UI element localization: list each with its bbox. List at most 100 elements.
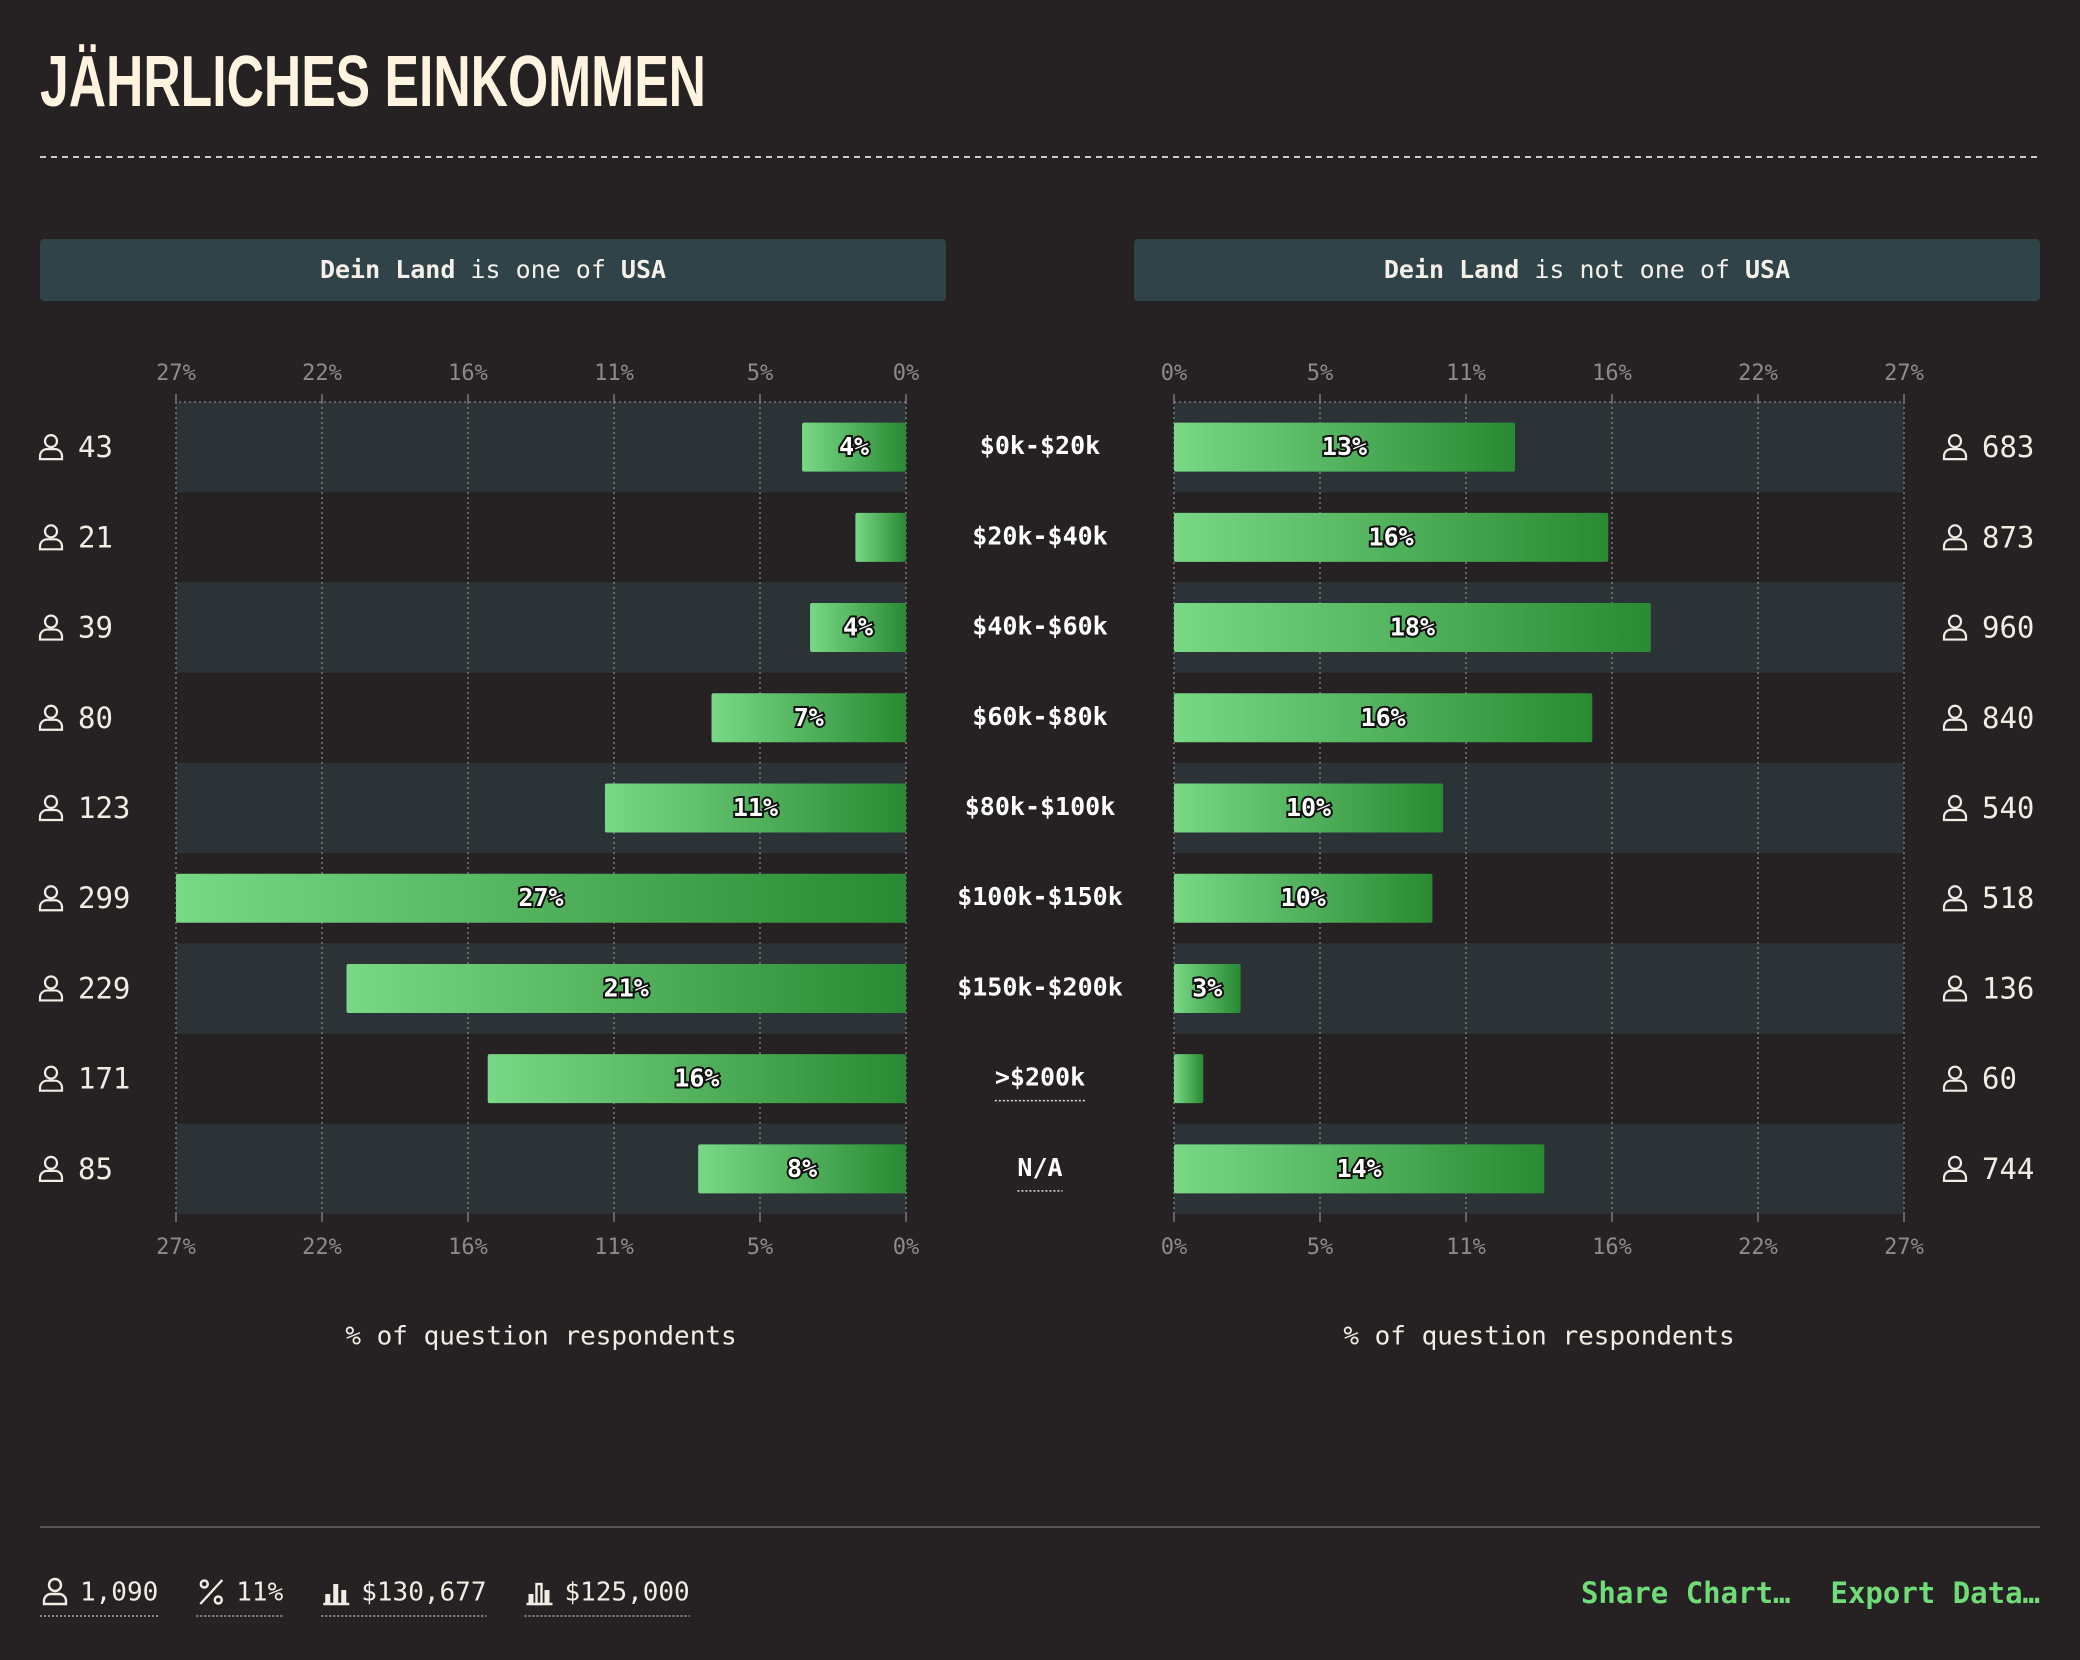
respondent-count: 683 xyxy=(1982,430,2034,464)
category-label: $60k-$80k xyxy=(972,702,1107,731)
person-icon xyxy=(38,1155,64,1182)
stat-icon xyxy=(526,1582,553,1606)
person-icon xyxy=(1942,794,1968,822)
bar xyxy=(1174,422,1516,472)
bar xyxy=(1174,1144,1545,1194)
x-tick-label: 16% xyxy=(1592,361,1632,386)
icon-body xyxy=(1942,718,1968,731)
respondent-count: 171 xyxy=(78,1062,130,1096)
icon-head xyxy=(43,704,59,719)
person-icon xyxy=(38,434,64,461)
respondent-count: 540 xyxy=(1982,791,2034,825)
x-tick-label: 22% xyxy=(1738,1235,1778,1260)
respondent-count: 85 xyxy=(78,1152,113,1186)
x-tick-label: 0% xyxy=(893,1235,920,1260)
stat-percent: 11% xyxy=(236,1578,283,1608)
value-label: 21% xyxy=(604,973,649,1002)
x-tick-label: 27% xyxy=(1884,1235,1924,1260)
x-tick-label: 27% xyxy=(1884,361,1924,386)
icon-head xyxy=(1947,794,1963,810)
respondent-count: 136 xyxy=(1982,971,2034,1005)
x-tick-label: 5% xyxy=(1307,361,1334,386)
value-label: 18% xyxy=(1390,613,1435,642)
value-label: 8% xyxy=(787,1154,817,1183)
respondent-count: 80 xyxy=(78,701,113,735)
icon-head xyxy=(1947,1065,1963,1080)
action-button[interactable]: Share Chart… xyxy=(1581,1576,1791,1610)
person-icon xyxy=(1942,1155,1968,1182)
icon-body xyxy=(38,989,64,1002)
icon-bar xyxy=(535,1582,543,1606)
icon-body xyxy=(38,899,64,912)
filter-operator: is one of xyxy=(470,255,605,284)
filter-text: Dein Land is one of USA xyxy=(320,255,666,284)
icon-body xyxy=(38,628,64,641)
icon-body xyxy=(1942,1079,1968,1092)
icon-bar xyxy=(325,1594,331,1604)
icon-body xyxy=(42,1592,68,1606)
icon-head xyxy=(47,1577,63,1593)
icon-head xyxy=(1947,434,1963,449)
stat-respondents: 1,090 xyxy=(80,1578,158,1608)
icon-body xyxy=(1942,1169,1968,1182)
person-icon xyxy=(1942,704,1968,731)
action-button[interactable]: Export Data… xyxy=(1830,1576,2040,1610)
filter-field: Dein Land xyxy=(1384,255,1519,284)
x-tick-label: 0% xyxy=(1161,1235,1188,1260)
person-icon xyxy=(38,794,64,822)
bar xyxy=(810,603,906,653)
x-tick-label: 16% xyxy=(1592,1235,1632,1260)
x-tick-label: 27% xyxy=(156,361,196,386)
row-stripe xyxy=(1174,943,1904,1034)
stat-icon xyxy=(42,1577,68,1606)
person-icon xyxy=(38,1065,64,1092)
x-tick-label: 0% xyxy=(1161,361,1188,386)
person-icon xyxy=(38,614,64,641)
respondent-count: 60 xyxy=(1982,1062,2017,1096)
icon-body xyxy=(38,448,64,461)
stat-icon xyxy=(323,1584,350,1606)
bar xyxy=(1174,693,1593,743)
icon-head xyxy=(43,1065,59,1080)
x-tick-label: 0% xyxy=(893,361,920,386)
icon-body xyxy=(38,808,64,822)
x-tick-label: 11% xyxy=(594,361,634,386)
person-icon xyxy=(38,704,64,731)
category-label: $150k-$200k xyxy=(957,972,1123,1001)
value-label: 10% xyxy=(1281,883,1326,912)
stat-mean: $130,677 xyxy=(361,1578,486,1608)
icon-dot xyxy=(213,1595,223,1605)
icon-head xyxy=(1947,614,1963,629)
value-label: 11% xyxy=(733,793,778,822)
bar xyxy=(1174,512,1609,562)
respondent-count: 873 xyxy=(1982,520,2034,554)
respondent-count: 39 xyxy=(78,611,113,645)
icon-bar xyxy=(528,1594,534,1604)
icon-head xyxy=(1947,524,1963,539)
x-tick-label: 27% xyxy=(156,1235,196,1260)
filter-header xyxy=(1134,239,2040,301)
icon-head xyxy=(1947,885,1963,900)
person-icon xyxy=(1942,614,1968,641)
person-icon xyxy=(1942,975,1968,1002)
filter-field: Dein Land xyxy=(320,255,455,284)
stat-median: $125,000 xyxy=(564,1578,689,1608)
icon-head xyxy=(43,434,59,449)
icon-body xyxy=(38,1079,64,1092)
stat-icon xyxy=(199,1579,224,1605)
icon-bar xyxy=(544,1590,550,1604)
person-icon xyxy=(1942,434,1968,461)
respondent-count: 299 xyxy=(78,881,130,915)
bar xyxy=(1174,603,1651,653)
filter-value: USA xyxy=(1745,255,1790,284)
bar xyxy=(855,512,906,562)
value-label: 13% xyxy=(1322,432,1367,461)
value-label: 16% xyxy=(1361,703,1406,732)
icon-head xyxy=(43,794,59,810)
value-label: 4% xyxy=(843,613,873,642)
icon-head xyxy=(43,975,59,990)
icon-head xyxy=(43,524,59,539)
value-label: 3% xyxy=(1192,973,1222,1002)
icon-body xyxy=(1942,538,1968,551)
